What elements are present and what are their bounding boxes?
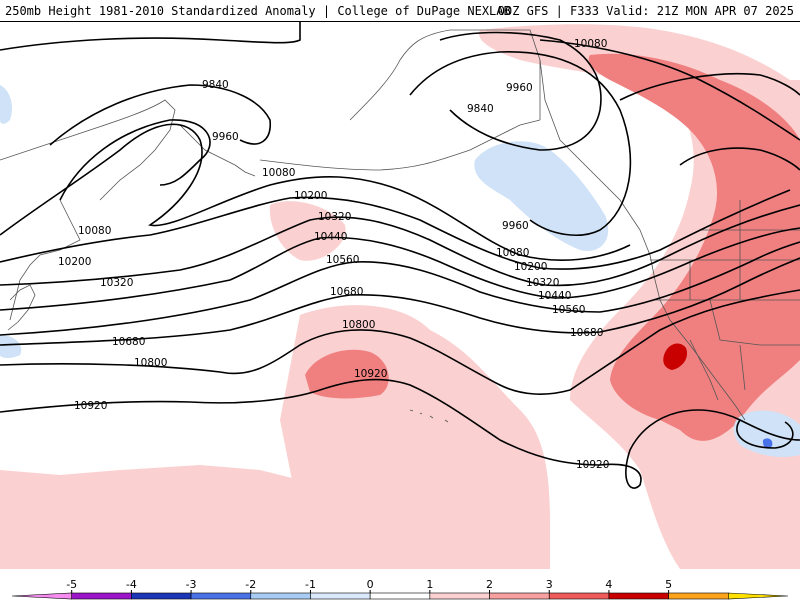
contour-line <box>0 378 800 489</box>
contour-line <box>0 241 800 336</box>
colorbar-segment <box>369 592 431 600</box>
contour-line <box>0 257 800 346</box>
contour-label: 10080 <box>78 225 111 237</box>
contour-line <box>0 227 800 311</box>
contour-label: 10200 <box>58 256 91 268</box>
colorbar-segment <box>429 592 490 600</box>
contour-label: 10440 <box>314 231 347 243</box>
contour-label: 10080 <box>262 167 295 179</box>
contour-label: 10440 <box>538 290 571 302</box>
contour-line <box>0 189 791 270</box>
contour-label: 10320 <box>318 211 351 223</box>
map-canvas: 9840 9960 10080 10200 10320 10440 10560 … <box>0 22 800 569</box>
contour-label: 10320 <box>526 277 559 289</box>
contour-label: 10680 <box>330 286 363 298</box>
contour-label: 10560 <box>326 254 359 266</box>
model-run-info: 00Z GFS | F333 Valid: 21Z MON APR 07 202… <box>497 4 794 18</box>
contour-label: 10680 <box>570 327 603 339</box>
contour-line <box>0 123 631 261</box>
anomaly-shading-negative-strong <box>762 438 773 448</box>
contour-line <box>619 72 800 101</box>
contour-line <box>0 289 800 395</box>
contour-label: 9960 <box>506 82 533 94</box>
contour-line <box>439 31 602 151</box>
anomaly-shading-negative <box>474 141 609 251</box>
contour-label: 10200 <box>514 261 547 273</box>
colorbar-canvas: -5 -4 -3 -2 -1 0 1 2 3 4 5 <box>11 578 789 600</box>
colorbar-segment <box>728 592 789 600</box>
contour-label: 9960 <box>502 220 529 232</box>
colorbar-segment <box>668 592 729 600</box>
colorbar-segment <box>131 592 192 600</box>
anomaly-shading-positive <box>269 201 346 261</box>
height-contours <box>0 22 800 489</box>
contour-label: 10320 <box>100 277 133 289</box>
colorbar-segment <box>250 592 311 600</box>
map-title: 250mb Height 1981-2010 Standardized Anom… <box>5 4 511 18</box>
colorbar-tick-label: 0 <box>367 578 374 591</box>
contour-label: 9960 <box>212 131 239 143</box>
colorbar-tick-label: 3 <box>546 578 553 591</box>
anomaly-shading-moderate <box>588 53 800 441</box>
colorbar-segment <box>190 592 252 600</box>
colorbar-tick-label: -3 <box>186 578 197 591</box>
contour-labels: 9840 9960 10080 10200 10320 10440 10560 … <box>58 38 609 471</box>
contour-label: 10800 <box>134 357 167 369</box>
contour-label: 10200 <box>294 190 327 202</box>
contour-line <box>679 147 800 171</box>
coastlines <box>0 29 800 423</box>
contour-line <box>59 119 211 201</box>
contour-label: 10920 <box>354 368 387 380</box>
map-header: 250mb Height 1981-2010 Standardized Anom… <box>0 0 800 22</box>
contour-line <box>409 51 632 236</box>
contour-label: 9840 <box>467 103 494 115</box>
colorbar-tick-label: 1 <box>426 578 433 591</box>
colorbar-tick-label: 2 <box>486 578 493 591</box>
anomaly-map: 9840 9960 10080 10200 10320 10440 10560 … <box>0 22 800 569</box>
contour-line <box>539 39 800 141</box>
contour-label: 10920 <box>576 459 609 471</box>
colorbar-segment <box>11 592 72 600</box>
anomaly-shading-positive <box>440 404 470 430</box>
contour-label: 10080 <box>496 247 529 259</box>
contour-label: 10080 <box>574 38 607 50</box>
colorbar-segment <box>71 592 132 600</box>
contour-line <box>0 204 800 287</box>
colorbar-tick-label: -1 <box>305 578 316 591</box>
colorbar-segment <box>548 592 610 600</box>
contour-label: 10920 <box>74 400 107 412</box>
colorbar-tick-label: -5 <box>66 578 77 591</box>
contour-label: 9840 <box>202 79 229 91</box>
anomaly-shading-moderate <box>305 349 389 399</box>
contour-line <box>49 84 271 146</box>
anomaly-shading-strong <box>663 343 688 370</box>
contour-line <box>0 22 301 51</box>
anomaly-shading-negative <box>0 335 22 359</box>
colorbar-tick-label: 5 <box>665 578 672 591</box>
contour-label: 10680 <box>112 336 145 348</box>
colorbar-segment <box>489 592 550 600</box>
colorbar: -5 -4 -3 -2 -1 0 1 2 3 4 5 <box>0 569 800 600</box>
colorbar-tick-label: -2 <box>245 578 256 591</box>
anomaly-shading-positive <box>280 305 550 569</box>
anomaly-shading-negative <box>0 85 12 124</box>
colorbar-segment <box>310 592 371 600</box>
contour-label: 10560 <box>552 304 585 316</box>
anomaly-shading-positive <box>0 465 305 569</box>
colorbar-tick-label: 4 <box>605 578 612 591</box>
contour-label: 10800 <box>342 319 375 331</box>
colorbar-segment <box>608 592 669 600</box>
contour-line <box>736 419 794 449</box>
colorbar-tick-label: -4 <box>126 578 137 591</box>
